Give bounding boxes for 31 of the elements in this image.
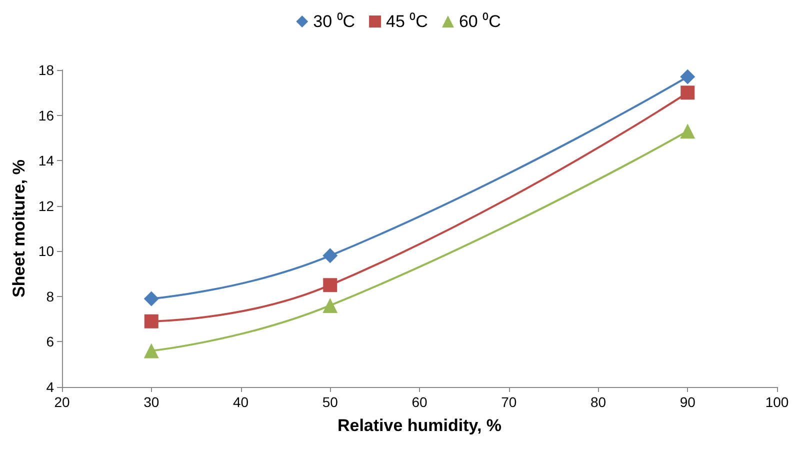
y-tick-label: 18 [38,62,54,78]
y-tick-label: 4 [46,379,54,395]
y-tick-label: 6 [46,334,54,350]
legend-label: 60 ⁰C [458,12,501,31]
x-axis-title: Relative humidity, % [337,416,502,435]
point [680,124,696,139]
point [144,291,159,306]
point [322,248,338,264]
point [323,278,338,292]
x-tick-label: 90 [680,394,696,410]
point [322,298,338,313]
y-tick-label: 14 [38,152,54,169]
y-axis-title: Sheet moiture, % [10,160,29,298]
x-tick-label: 80 [590,394,606,410]
x-tick-label: 60 [412,394,428,410]
x-tick-label: 20 [54,394,70,410]
x-tick-label: 100 [765,394,789,410]
y-tick-label: 8 [46,288,54,304]
point [144,343,159,358]
legend-label: 30 ⁰C [313,12,356,31]
y-tick-label: 12 [38,198,54,214]
point [680,69,696,84]
point [680,86,695,100]
x-tick-label: 40 [232,394,249,410]
legend-label: 45 ⁰C [386,12,428,31]
y-tick-label: 16 [38,107,54,124]
x-tick-label: 70 [501,394,517,410]
x-tick-label: 50 [322,394,338,410]
x-tick-label: 30 [144,394,160,410]
y-tick-label: 10 [38,243,54,260]
point [144,314,158,328]
